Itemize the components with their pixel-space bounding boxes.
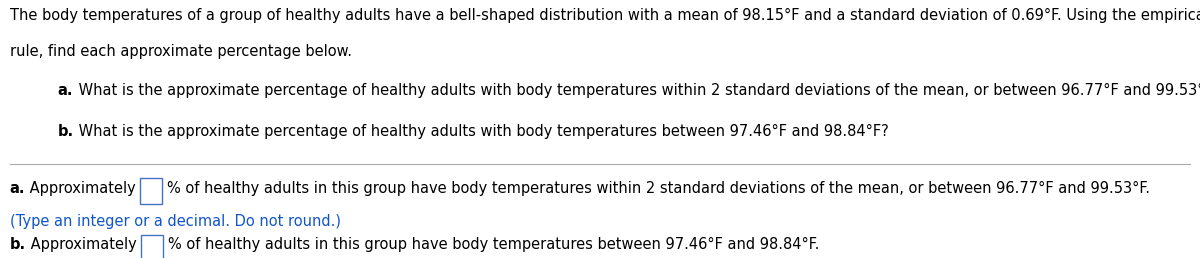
Text: % of healthy adults in this group have body temperatures within 2 standard devia: % of healthy adults in this group have b… — [167, 181, 1150, 196]
Text: Approximately: Approximately — [25, 237, 142, 252]
Text: What is the approximate percentage of healthy adults with body temperatures betw: What is the approximate percentage of he… — [74, 124, 889, 139]
Text: What is the approximate percentage of healthy adults with body temperatures with: What is the approximate percentage of he… — [74, 83, 1200, 98]
Text: a.: a. — [10, 181, 25, 196]
Text: % of healthy adults in this group have body temperatures between 97.46°F and 98.: % of healthy adults in this group have b… — [168, 237, 818, 252]
Text: b.: b. — [10, 237, 25, 252]
Text: a.: a. — [58, 83, 73, 98]
Text: The body temperatures of a group of healthy adults have a bell-shaped distributi: The body temperatures of a group of heal… — [10, 8, 1200, 23]
Text: rule, find each approximate percentage below.: rule, find each approximate percentage b… — [10, 44, 352, 59]
FancyBboxPatch shape — [142, 235, 163, 258]
Text: b.: b. — [58, 124, 73, 139]
Text: Approximately: Approximately — [25, 181, 140, 196]
Text: (Type an integer or a decimal. Do not round.): (Type an integer or a decimal. Do not ro… — [10, 214, 341, 229]
FancyBboxPatch shape — [140, 178, 162, 204]
